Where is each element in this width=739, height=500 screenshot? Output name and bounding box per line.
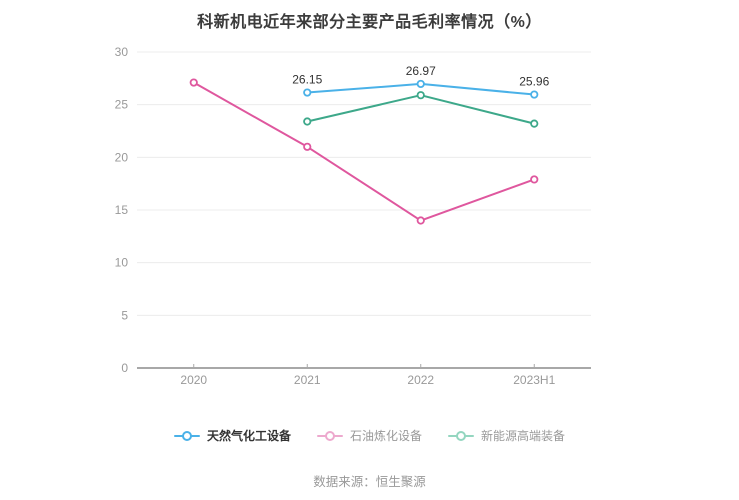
legend-marker-dot-icon [181,431,192,441]
legend-item-0[interactable]: 天然气化工设备 [173,429,291,443]
y-tick-label: 10 [115,256,129,270]
data-point-石油炼化设备-2023H1 [530,175,539,184]
legend-line-marker-icon [316,431,343,442]
x-tick-label: 2022 [407,373,434,387]
y-tick-label: 25 [115,98,129,112]
legend-line-marker-icon [173,431,200,442]
series-line-新能源高端装备 [306,94,536,125]
data-point-石油炼化设备-2022 [416,216,425,225]
legend-marker-dot-icon [324,431,335,441]
data-label-2023H1: 25.96 [519,75,549,89]
data-point-新能源高端装备-2022 [416,91,425,100]
legend-label-0: 天然气化工设备 [206,429,291,443]
data-point-新能源高端装备-2021 [303,117,312,126]
legend-item-2[interactable]: 新能源高端装备 [448,430,565,442]
y-tick-label: 30 [115,45,129,59]
data-point-天然气化工设备-2023H1 [530,90,539,99]
y-tick-label: 20 [115,150,129,164]
y-tick-label: 0 [121,361,128,375]
legend-label-1: 石油炼化设备 [349,429,422,443]
data-label-2021: 26.15 [292,73,322,87]
legend-marker-dot-icon [456,431,466,441]
x-tick-label: 2023H1 [513,373,555,387]
x-tick-label: 2020 [180,373,207,387]
chart-title: 科新机电近年来部分主要产品毛利率情况（%） [197,14,542,31]
x-tick-label: 2021 [294,373,321,387]
data-point-石油炼化设备-2021 [303,142,312,151]
y-tick-label: 15 [115,203,129,217]
chart-legend: 天然气化工设备 石油炼化设备 新能源高端装备 [0,430,739,442]
data-point-新能源高端装备-2023H1 [530,119,539,128]
data-point-天然气化工设备-2021 [303,88,312,97]
data-label-2022: 26.97 [406,64,436,78]
y-tick-label: 5 [121,308,128,322]
series-line-石油炼化设备 [192,81,536,222]
data-source-text: 数据来源：恒生聚源 [313,475,426,489]
data-point-天然气化工设备-2022 [416,79,425,89]
data-point-石油炼化设备-2020 [189,78,198,87]
legend-item-1[interactable]: 石油炼化设备 [316,429,422,443]
legend-line-marker-icon [448,431,474,442]
legend-label-2: 新能源高端装备 [481,429,566,443]
